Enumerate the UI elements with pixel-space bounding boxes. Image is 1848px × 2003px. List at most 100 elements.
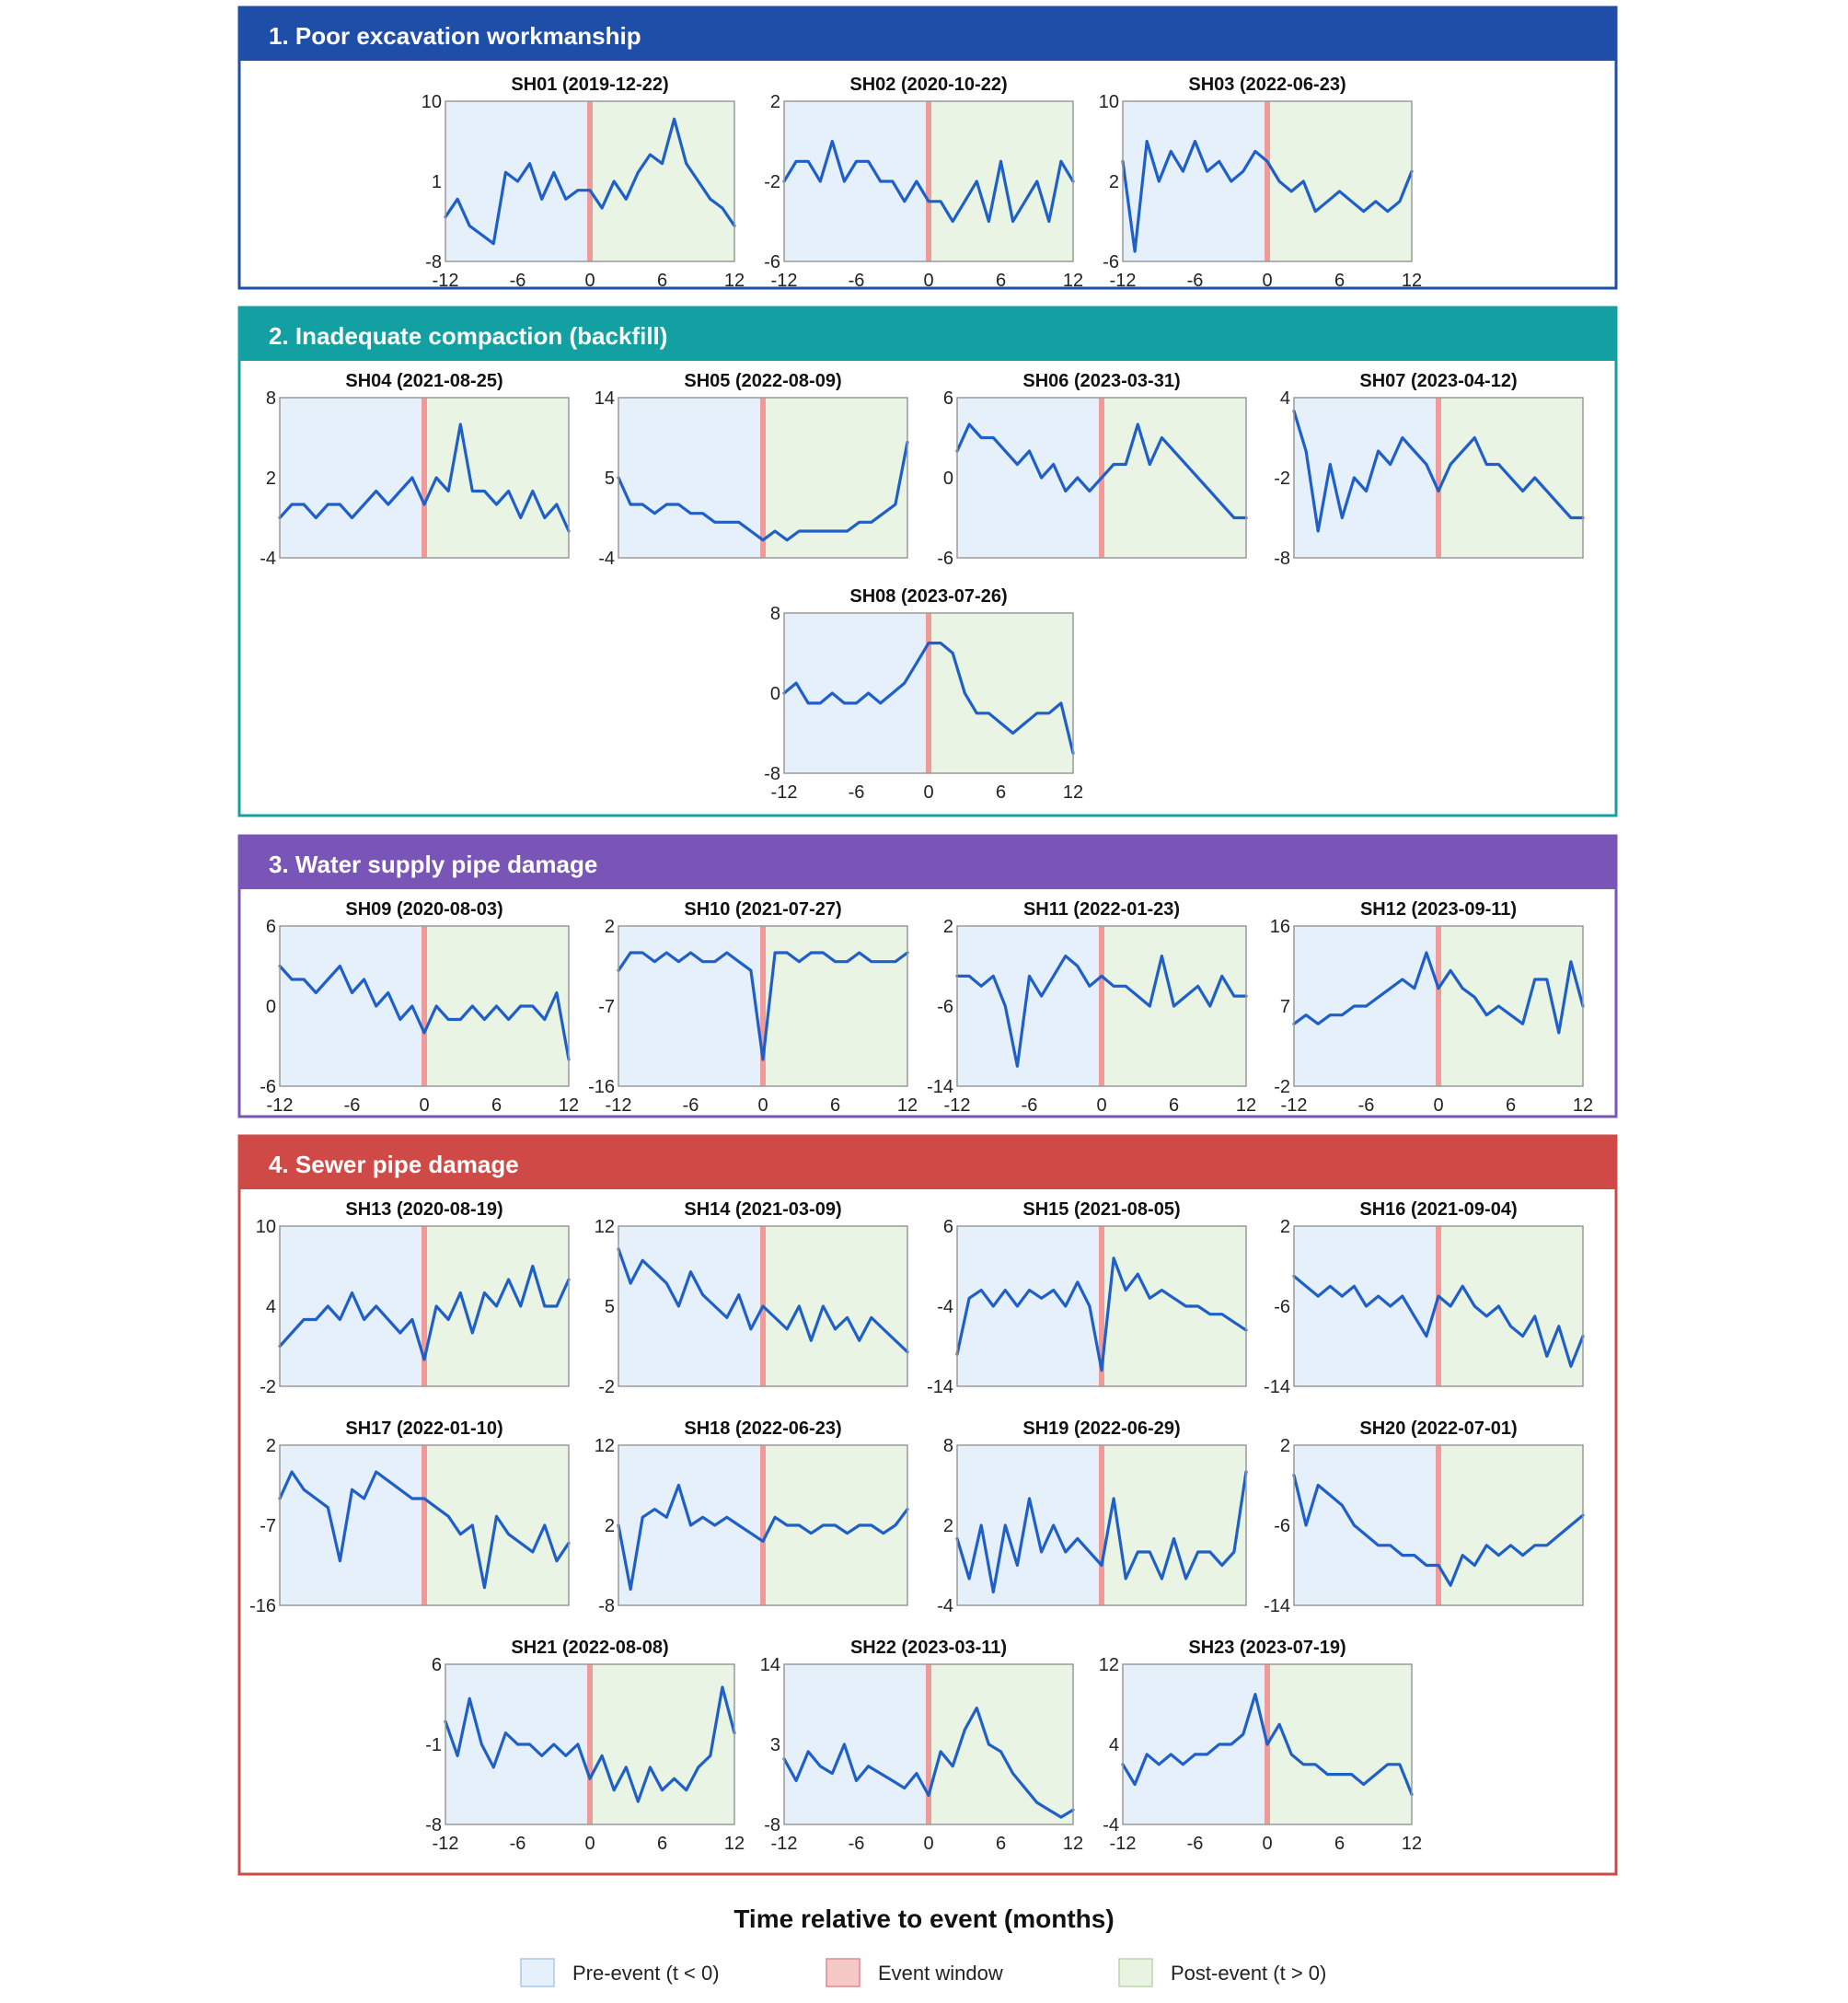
x-tick-label: 0 xyxy=(1262,1834,1272,1854)
plot-frame xyxy=(279,397,570,559)
group-panel-header xyxy=(239,7,1616,61)
subplot-sh13: SH13 (2020-08-19) 10 4 -2 xyxy=(256,1199,571,1397)
plot-frame xyxy=(1293,1444,1584,1606)
plot-frame xyxy=(618,1225,908,1387)
x-tick-label: -12 xyxy=(606,1095,632,1116)
series-line xyxy=(955,954,1248,1068)
pre-event-region xyxy=(957,398,1102,558)
post-event-region xyxy=(590,1664,734,1824)
subplot-sh17: SH17 (2022-01-10) 2 -7 -16 xyxy=(249,1418,571,1616)
x-tick-label: 0 xyxy=(584,271,595,291)
pre-event-region xyxy=(618,926,763,1086)
post-event-region xyxy=(929,101,1073,261)
pre-event-region xyxy=(784,1664,929,1824)
plot-frame xyxy=(1122,100,1413,262)
y-tick-label: -4 xyxy=(598,549,615,569)
series-line xyxy=(1121,1692,1414,1797)
event-window-band xyxy=(1436,1445,1441,1605)
y-tick-label: 2 xyxy=(1280,1436,1290,1456)
event-window-band xyxy=(587,1664,593,1824)
y-tick-label: 0 xyxy=(943,469,953,489)
y-tick-label: 14 xyxy=(760,1655,780,1675)
x-tick-label: 0 xyxy=(1262,271,1272,291)
y-tick-label: -8 xyxy=(764,764,780,784)
y-tick-label: -7 xyxy=(598,997,615,1017)
post-event-region xyxy=(424,398,569,558)
event-window-band xyxy=(760,926,766,1086)
plot-frame xyxy=(1122,1663,1413,1825)
y-tick-label: 10 xyxy=(1099,92,1119,112)
legend: Pre-event (t < 0) Event window Post-event … xyxy=(520,1958,1326,1987)
x-tick-label: 6 xyxy=(1334,271,1345,291)
subplot-sh08: SH08 (2023-07-26) 8 0 -8-12 -6 0 6 12 xyxy=(764,586,1083,803)
y-tick-label: 4 xyxy=(1109,1735,1119,1755)
series-line xyxy=(278,964,571,1061)
plot-frame xyxy=(956,1225,1247,1387)
event-window-band xyxy=(1099,1445,1104,1605)
y-tick-label: -6 xyxy=(1274,1297,1290,1317)
subplot-title: SH14 (2021-03-09) xyxy=(684,1199,841,1220)
pre-event-region xyxy=(784,101,929,261)
y-tick-label: 2 xyxy=(943,1516,953,1536)
x-tick-label: 0 xyxy=(757,1095,768,1116)
y-tick-label: 12 xyxy=(595,1436,615,1456)
post-event-region xyxy=(929,613,1073,773)
series-line xyxy=(1292,1473,1585,1587)
x-tick-label: 6 xyxy=(996,271,1006,291)
series-line xyxy=(782,1706,1075,1819)
event-window-band xyxy=(926,101,931,261)
x-tick-label: -12 xyxy=(267,1095,294,1116)
post-event-region xyxy=(1267,1664,1412,1824)
y-tick-label: 2 xyxy=(1109,172,1119,192)
x-tick-label: -6 xyxy=(683,1095,699,1116)
series-line xyxy=(782,641,1075,755)
x-tick-label: 12 xyxy=(1402,1834,1422,1854)
pre-event-region xyxy=(784,613,929,773)
y-tick-label: 4 xyxy=(266,1297,276,1317)
y-tick-label: -2 xyxy=(1274,1077,1290,1097)
series-line xyxy=(955,423,1248,520)
x-tick-label: -6 xyxy=(1187,271,1204,291)
y-tick-label: 3 xyxy=(770,1735,780,1755)
subplot-title: SH08 (2023-07-26) xyxy=(849,586,1007,607)
x-tick-label: -6 xyxy=(849,1834,865,1854)
subplot-title: SH07 (2023-04-12) xyxy=(1359,371,1517,391)
series-line xyxy=(617,440,909,542)
subplot-title: SH12 (2023-09-11) xyxy=(1360,899,1517,920)
y-tick-label: 6 xyxy=(266,917,276,937)
pre-event-region xyxy=(1123,1664,1267,1824)
group-panel-header xyxy=(239,307,1616,361)
pre-event-region xyxy=(957,1445,1102,1605)
y-tick-label: -1 xyxy=(425,1735,442,1755)
y-tick-label: 0 xyxy=(266,997,276,1017)
x-tick-label: -12 xyxy=(1281,1095,1308,1116)
y-tick-label: -8 xyxy=(764,1815,780,1835)
y-tick-label: -14 xyxy=(927,1377,953,1397)
plot-frame xyxy=(279,925,570,1087)
legend-item: Post-event (t > 0) xyxy=(1118,1958,1326,1987)
y-tick-label: 6 xyxy=(432,1655,442,1675)
group-panel-title: 1. Poor excavation workmanship xyxy=(269,22,641,50)
y-tick-label: 2 xyxy=(605,917,615,937)
subplot-sh04: SH04 (2021-08-25) 8 2 -4 xyxy=(260,371,571,569)
y-tick-label: 2 xyxy=(266,469,276,489)
subplot-title: SH01 (2019-12-22) xyxy=(511,75,668,95)
y-tick-label: -2 xyxy=(260,1377,276,1397)
subplot-sh03: SH03 (2022-06-23)102-6-12 -6 0 6 12 xyxy=(1099,75,1422,291)
pre-event-region xyxy=(957,1226,1102,1386)
subplot-title: SH15 (2021-08-05) xyxy=(1022,1199,1180,1220)
plot-frame xyxy=(956,925,1247,1087)
event-window-band xyxy=(1436,926,1441,1086)
y-tick-label: -4 xyxy=(937,1596,953,1616)
post-event-region xyxy=(424,1445,569,1605)
subplot-title: SH21 (2022-08-08) xyxy=(511,1638,668,1658)
post-event-region xyxy=(1102,398,1246,558)
x-tick-label: 6 xyxy=(491,1095,502,1116)
y-tick-label: -14 xyxy=(1264,1596,1290,1616)
post-event-region xyxy=(763,926,907,1086)
x-tick-label: -6 xyxy=(510,271,526,291)
post-event-region xyxy=(1267,101,1412,261)
event-window-band xyxy=(760,398,766,558)
plot-frame xyxy=(618,925,908,1087)
x-tick-label: -6 xyxy=(849,782,865,803)
